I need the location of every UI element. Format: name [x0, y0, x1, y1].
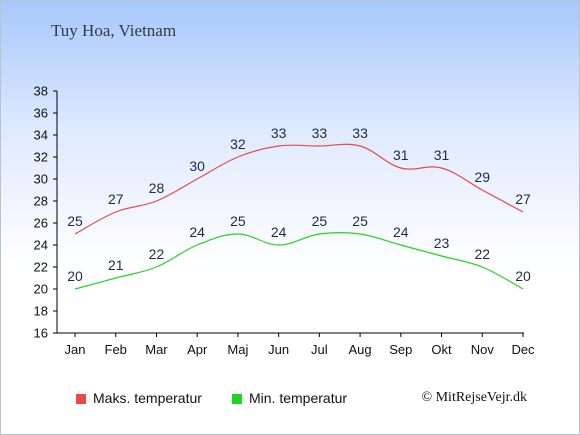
data-label-max: 28: [149, 180, 165, 196]
data-label-max: 27: [108, 191, 124, 207]
legend-swatch-min: [232, 394, 242, 404]
x-tick-label: Jun: [268, 342, 289, 357]
y-tick-label: 36: [34, 106, 48, 121]
series-line-min: [74, 231, 524, 290]
y-tick-label: 34: [34, 128, 48, 143]
legend-swatch-max: [76, 394, 86, 404]
data-label-max: 29: [474, 169, 490, 185]
data-label-min: 22: [474, 246, 490, 262]
data-label-min: 24: [271, 224, 287, 240]
y-tick-label: 24: [34, 238, 48, 253]
data-label-min: 21: [108, 257, 124, 273]
series-line-max: [74, 143, 524, 235]
legend-item-min: Min. temperatur: [232, 390, 347, 406]
x-tick-label: Maj: [227, 342, 248, 357]
x-tick-label: Okt: [431, 342, 452, 357]
data-label-min: 25: [312, 213, 328, 229]
data-label-max: 33: [312, 125, 328, 141]
y-tick-label: 28: [34, 194, 48, 209]
data-label-max: 33: [271, 125, 287, 141]
data-label-min: 24: [393, 224, 409, 240]
x-tick-label: Mar: [145, 342, 168, 357]
y-tick-label: 26: [34, 216, 48, 231]
x-tick-label: Aug: [349, 342, 372, 357]
y-tick-label: 16: [34, 326, 48, 341]
x-tick-label: Feb: [105, 342, 127, 357]
data-label-min: 22: [149, 246, 165, 262]
y-tick-label: 18: [34, 304, 48, 319]
data-label-min: 24: [189, 224, 205, 240]
x-tick-label: Apr: [187, 342, 208, 357]
data-label-max: 31: [434, 147, 450, 163]
data-label-max: 31: [393, 147, 409, 163]
data-label-max: 27: [515, 191, 531, 207]
legend-item-max: Maks. temperatur: [76, 390, 202, 406]
data-label-max: 32: [230, 136, 246, 152]
x-tick-label: Nov: [471, 342, 495, 357]
x-tick-label: Sep: [389, 342, 412, 357]
legend-label-min: Min. temperatur: [249, 390, 348, 406]
legend-label-max: Maks. temperatur: [93, 390, 202, 406]
y-tick-label: 38: [34, 84, 48, 99]
x-tick-label: Jul: [311, 342, 328, 357]
y-tick-label: 30: [34, 172, 48, 187]
data-label-min: 23: [434, 235, 450, 251]
x-tick-label: Jan: [65, 342, 86, 357]
x-tick-label: Dec: [511, 342, 535, 357]
copyright-credit: © MitRejseVejr.dk: [421, 390, 527, 405]
y-tick-label: 32: [34, 150, 48, 165]
data-label-max: 33: [352, 125, 368, 141]
data-label-min: 25: [352, 213, 368, 229]
data-label-min: 25: [230, 213, 246, 229]
data-label-min: 20: [515, 268, 531, 284]
data-label-max: 30: [189, 158, 205, 174]
y-tick-label: 22: [34, 260, 48, 275]
data-label-min: 20: [67, 268, 83, 284]
chart-title: Tuy Hoa, Vietnam: [51, 21, 177, 40]
y-tick-label: 20: [34, 282, 48, 297]
data-label-max: 25: [67, 213, 83, 229]
